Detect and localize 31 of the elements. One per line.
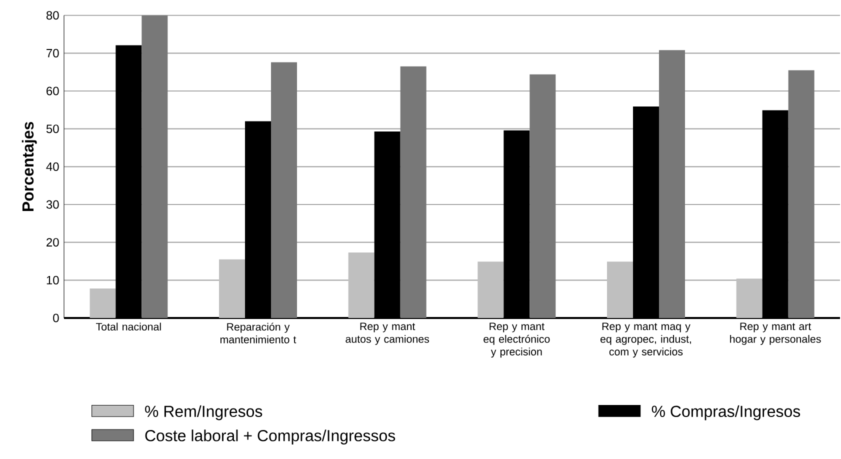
legend-label: Coste laboral + Compras/Ingressos — [145, 430, 396, 444]
bar — [530, 74, 556, 318]
x-tick-label: Rep y mant eq electrónico y precision — [484, 322, 550, 358]
legend-label: % Rem/Ingresos — [145, 405, 262, 420]
y-tick-label: 80 — [46, 11, 59, 20]
bar — [400, 66, 426, 318]
y-axis-title: Porcentajes — [22, 122, 37, 211]
bar — [90, 288, 116, 318]
y-tick-label: 60 — [46, 86, 59, 96]
y-tick-label: 0 — [53, 314, 59, 322]
y-tick-label: 40 — [46, 162, 59, 171]
x-tick-label: Total nacional — [96, 322, 161, 331]
bar — [478, 262, 504, 318]
bar — [348, 252, 374, 318]
x-tick-label: Rep y mant autos y camiones — [346, 322, 430, 345]
bar — [788, 70, 814, 318]
bar — [142, 15, 168, 318]
x-tick-label: Rep y mant maq y eq agropec, indust, com y servicios — [600, 322, 691, 358]
bar — [271, 62, 298, 318]
y-tick-label: 20 — [46, 238, 59, 247]
bar — [658, 50, 685, 318]
bar — [219, 259, 246, 318]
bar — [736, 278, 762, 318]
bar — [606, 262, 633, 318]
y-tick-label: 70 — [46, 48, 59, 58]
y-tick-label: 10 — [46, 276, 59, 284]
y-tick-label: 30 — [46, 200, 59, 209]
legend-label: % Compras/Ingresos — [652, 405, 800, 420]
x-tick-label: Reparación y mantenimiento t — [220, 322, 296, 344]
y-tick-label: 50 — [46, 124, 59, 134]
x-tick-label: Rep y mant art hogar y personales — [730, 322, 821, 345]
